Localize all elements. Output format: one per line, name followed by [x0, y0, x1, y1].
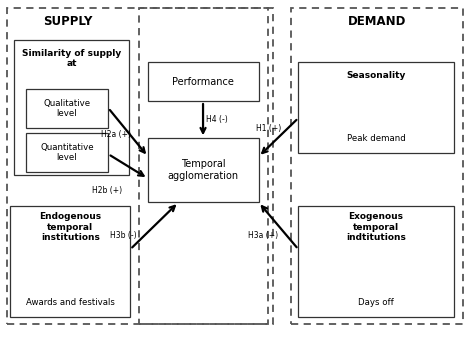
Text: SUPPLY: SUPPLY: [43, 15, 93, 28]
Bar: [298, 206, 454, 317]
Text: H3b (-): H3b (-): [110, 232, 137, 240]
Text: Exogenous
temporal
indtitutions: Exogenous temporal indtitutions: [346, 212, 406, 242]
Bar: [26, 133, 108, 172]
Text: Endogenous
temporal
institutions: Endogenous temporal institutions: [39, 212, 102, 242]
Text: Temporal
agglomeration: Temporal agglomeration: [168, 159, 239, 181]
Text: H4 (-): H4 (-): [206, 115, 227, 124]
Text: H1 (+): H1 (+): [256, 124, 282, 133]
Text: Peak demand: Peak demand: [347, 134, 405, 143]
Text: Performance: Performance: [172, 77, 234, 87]
Text: Similarity of supply
at: Similarity of supply at: [22, 49, 121, 68]
Text: Qualitative
level: Qualitative level: [43, 99, 91, 118]
Bar: [7, 8, 273, 324]
Bar: [148, 62, 258, 101]
Bar: [148, 138, 258, 202]
Bar: [26, 89, 108, 128]
Text: H2a (+): H2a (+): [101, 130, 131, 139]
Bar: [139, 8, 268, 324]
Bar: [14, 40, 129, 175]
Bar: [298, 62, 454, 153]
Text: Days off: Days off: [358, 298, 394, 307]
Text: Quantitative
level: Quantitative level: [40, 143, 94, 162]
Text: H2b (+): H2b (+): [92, 186, 122, 195]
Text: Awards and festivals: Awards and festivals: [26, 298, 115, 307]
Bar: [291, 8, 463, 324]
Text: H3a (+): H3a (+): [248, 232, 278, 240]
Text: Seasonality: Seasonality: [346, 71, 406, 80]
Bar: [10, 206, 130, 317]
Text: DEMAND: DEMAND: [348, 15, 407, 28]
